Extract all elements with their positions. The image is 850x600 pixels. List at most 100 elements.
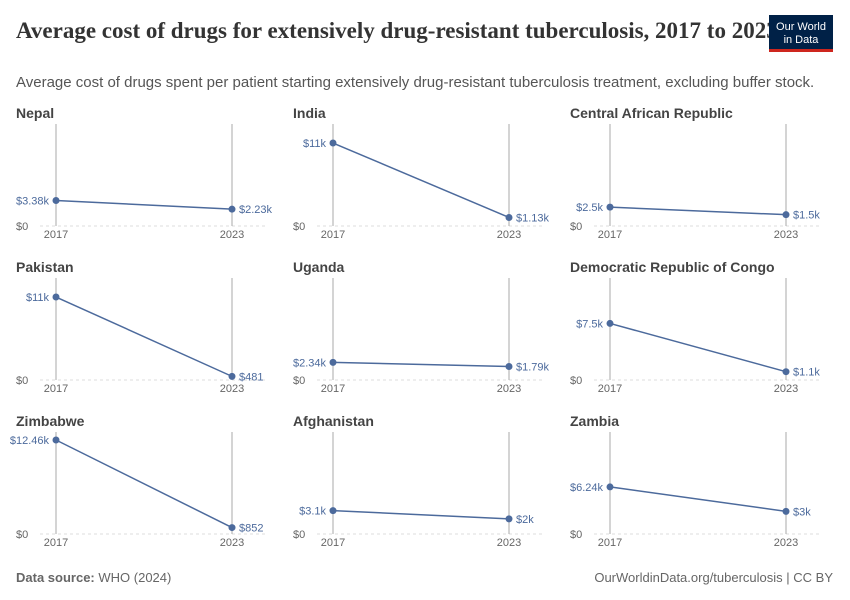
series-line bbox=[55, 439, 233, 529]
source: Data source: WHO (2024) bbox=[16, 570, 171, 585]
value-label: $852 bbox=[239, 523, 263, 535]
value-label: $11k bbox=[26, 292, 50, 304]
value-label: $2k bbox=[516, 514, 534, 526]
value-label: $12.46k bbox=[10, 435, 50, 447]
panel-title: Central African Republic bbox=[570, 105, 733, 121]
source-label: Data source: bbox=[16, 570, 95, 585]
y-tick-label: $0 bbox=[293, 529, 305, 541]
point bbox=[505, 515, 513, 523]
point bbox=[782, 507, 790, 515]
panel-title: Nepal bbox=[16, 105, 54, 121]
chart-subtitle: Average cost of drugs spent per patient … bbox=[16, 74, 814, 91]
value-label: $1.13k bbox=[516, 212, 550, 224]
value-label: $2.23k bbox=[239, 204, 273, 216]
x-tick-label: 2023 bbox=[220, 383, 244, 395]
x-tick-label: 2023 bbox=[220, 537, 244, 549]
x-tick-label: 2017 bbox=[321, 383, 345, 395]
point bbox=[505, 362, 513, 370]
point bbox=[228, 205, 236, 213]
series-line bbox=[609, 486, 787, 513]
value-label: $11k bbox=[303, 138, 327, 150]
x-tick-label: 2017 bbox=[598, 537, 622, 549]
y-tick-label: $0 bbox=[570, 529, 582, 541]
x-tick-label: 2017 bbox=[44, 383, 68, 395]
panel-title: India bbox=[293, 105, 326, 121]
panel-title: Zimbabwe bbox=[16, 413, 85, 429]
y-tick-label: $0 bbox=[570, 221, 582, 233]
point bbox=[505, 213, 513, 221]
y-tick-label: $0 bbox=[16, 375, 28, 387]
panel: Pakistan $0 2017 2023 $11k $481 bbox=[16, 259, 268, 395]
point bbox=[782, 211, 790, 219]
panel: Nepal $0 2017 2023 $3.38k $2.23k bbox=[16, 105, 273, 241]
chart-title: Average cost of drugs for extensively dr… bbox=[16, 18, 778, 43]
panel: Uganda $0 2017 2023 $2.34k $1.79k bbox=[293, 259, 550, 395]
value-label: $481 bbox=[239, 371, 263, 383]
panel: Zimbabwe $0 2017 2023 $12.46k $852 bbox=[10, 413, 268, 549]
panel-title: Pakistan bbox=[16, 259, 74, 275]
logo: Our World in Data bbox=[769, 15, 833, 52]
point bbox=[606, 203, 614, 211]
logo-bar bbox=[769, 49, 833, 52]
panel: Afghanistan $0 2017 2023 $3.1k $2k bbox=[293, 413, 545, 549]
point bbox=[606, 483, 614, 491]
panel: Central African Republic $0 2017 2023 $2.5k $… bbox=[570, 105, 822, 241]
series-line bbox=[332, 509, 510, 520]
series-line bbox=[332, 361, 510, 368]
value-label: $1.79k bbox=[516, 361, 550, 373]
point bbox=[52, 436, 60, 444]
value-label: $7.5k bbox=[576, 318, 603, 330]
point bbox=[329, 358, 337, 366]
point bbox=[52, 293, 60, 301]
point bbox=[329, 139, 337, 147]
panel: Zambia $0 2017 2023 $6.24k $3k bbox=[570, 413, 822, 549]
value-label: $1.5k bbox=[793, 210, 820, 222]
value-label: $1.1k bbox=[793, 367, 820, 379]
x-tick-label: 2023 bbox=[497, 537, 521, 549]
x-tick-label: 2023 bbox=[774, 229, 798, 241]
value-label: $2.34k bbox=[293, 357, 327, 369]
logo-box bbox=[769, 15, 833, 52]
point bbox=[228, 372, 236, 380]
panel-title: Afghanistan bbox=[293, 413, 374, 429]
y-tick-label: $0 bbox=[293, 221, 305, 233]
x-tick-label: 2023 bbox=[774, 537, 798, 549]
x-tick-label: 2017 bbox=[598, 383, 622, 395]
logo-text: Our World bbox=[776, 21, 826, 33]
logo-text: in Data bbox=[784, 34, 820, 46]
value-label: $3k bbox=[793, 506, 811, 518]
x-tick-label: 2023 bbox=[497, 229, 521, 241]
point bbox=[228, 524, 236, 532]
y-tick-label: $0 bbox=[570, 375, 582, 387]
url: OurWorldinData.org/tuberculosis | CC BY bbox=[594, 570, 833, 585]
x-tick-label: 2017 bbox=[321, 537, 345, 549]
x-tick-label: 2023 bbox=[774, 383, 798, 395]
value-label: $3.1k bbox=[299, 506, 326, 518]
series-line bbox=[55, 296, 233, 378]
y-tick-label: $0 bbox=[16, 529, 28, 541]
y-tick-label: $0 bbox=[16, 221, 28, 233]
series-line bbox=[609, 206, 787, 216]
series-line bbox=[332, 142, 510, 219]
panel: Democratic Republic of Congo $0 2017 2023 $7… bbox=[570, 259, 822, 395]
y-tick-label: $0 bbox=[293, 375, 305, 387]
point bbox=[782, 368, 790, 376]
panel-title: Uganda bbox=[293, 259, 345, 275]
source-value: WHO (2024) bbox=[98, 570, 171, 585]
panel-title: Zambia bbox=[570, 413, 619, 429]
value-label: $2.5k bbox=[576, 202, 603, 214]
series-line bbox=[55, 199, 233, 210]
x-tick-label: 2023 bbox=[220, 229, 244, 241]
panel-title: Democratic Republic of Congo bbox=[570, 259, 775, 275]
point bbox=[606, 319, 614, 327]
x-tick-label: 2017 bbox=[44, 229, 68, 241]
x-tick-label: 2017 bbox=[321, 229, 345, 241]
x-tick-label: 2017 bbox=[44, 537, 68, 549]
value-label: $6.24k bbox=[570, 482, 604, 494]
point bbox=[329, 507, 337, 515]
x-tick-label: 2023 bbox=[497, 383, 521, 395]
series-line bbox=[609, 322, 787, 373]
point bbox=[52, 197, 60, 205]
